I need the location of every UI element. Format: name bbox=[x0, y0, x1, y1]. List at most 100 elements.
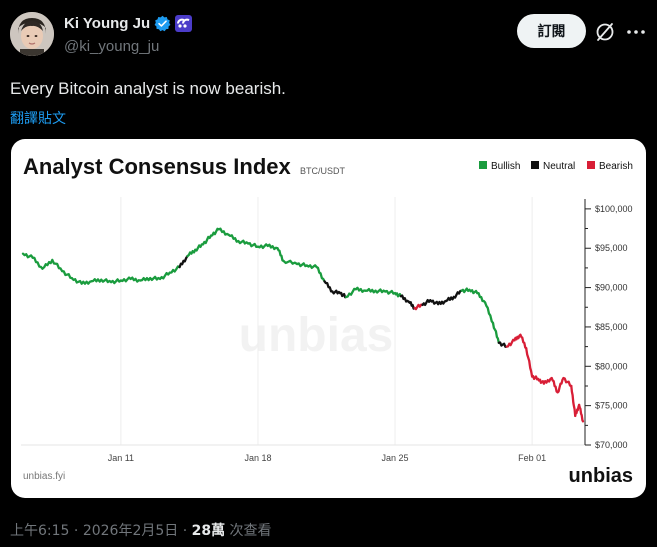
price-line-segment bbox=[505, 338, 516, 348]
y-tick-label: $75,000 bbox=[595, 401, 628, 411]
x-tick-label: Jan 18 bbox=[244, 453, 271, 463]
price-line-segment bbox=[323, 280, 334, 293]
x-tick-label: Jan 11 bbox=[108, 453, 134, 463]
price-line-segment bbox=[452, 289, 463, 299]
affiliate-badge-icon[interactable] bbox=[175, 15, 193, 32]
legend-swatch-bearish bbox=[587, 161, 595, 169]
grok-icon[interactable] bbox=[594, 21, 616, 43]
price-line-segment bbox=[497, 341, 508, 348]
price-line-segment bbox=[247, 242, 260, 249]
x-tick-label: Jan 25 bbox=[382, 453, 409, 463]
price-line-segment bbox=[100, 278, 113, 284]
price-line-segment bbox=[525, 347, 534, 378]
price-line-segment bbox=[399, 294, 410, 303]
price-line-segment bbox=[266, 243, 279, 251]
y-tick-label: $100,000 bbox=[595, 204, 633, 214]
price-line-segment bbox=[562, 376, 573, 388]
price-line-segment bbox=[201, 234, 213, 246]
y-tick-label: $90,000 bbox=[595, 283, 628, 293]
legend-neutral: Neutral bbox=[543, 161, 575, 172]
price-line-segment bbox=[109, 278, 123, 285]
price-line-segment bbox=[139, 276, 152, 282]
price-line-segment bbox=[407, 300, 416, 310]
price-line-segment bbox=[80, 280, 93, 285]
price-line-segment bbox=[295, 262, 309, 268]
translate-post-link[interactable]: 翻譯貼文 bbox=[10, 111, 66, 127]
chart-image[interactable]: Analyst Consensus Index BTC/USDT Bullish… bbox=[11, 139, 646, 498]
price-line-segment bbox=[315, 265, 326, 283]
price-line-segment bbox=[344, 287, 358, 299]
price-line-segment bbox=[556, 376, 565, 394]
price-line-segment bbox=[217, 227, 230, 236]
verified-badge-icon bbox=[154, 15, 171, 32]
legend-swatch-neutral bbox=[531, 161, 539, 169]
price-line-segment bbox=[194, 243, 205, 252]
tweet-time[interactable]: 上午6:15 bbox=[10, 523, 70, 539]
y-tick-label: $80,000 bbox=[595, 361, 628, 371]
price-line-segment bbox=[168, 265, 181, 274]
brand-logo: unbias bbox=[569, 465, 633, 487]
price-line-segment bbox=[305, 264, 318, 270]
price-line-segment bbox=[393, 291, 403, 298]
y-tick-label: $95,000 bbox=[595, 243, 628, 253]
y-tick-label: $70,000 bbox=[595, 440, 628, 450]
legend-bullish: Bullish bbox=[491, 161, 520, 172]
price-line-segment bbox=[41, 258, 54, 270]
price-line-segment bbox=[460, 287, 471, 294]
price-line-segment bbox=[476, 291, 487, 304]
price-line-segment bbox=[491, 321, 500, 344]
price-line-segment bbox=[276, 247, 285, 262]
price-line-segment bbox=[550, 376, 559, 394]
price-line-segment bbox=[519, 333, 528, 350]
price-line-segment bbox=[158, 271, 171, 281]
price-line-segment bbox=[354, 286, 367, 293]
price-line-segment bbox=[331, 289, 342, 295]
chart-title: Analyst Consensus Index bbox=[23, 154, 292, 179]
price-line-segment bbox=[21, 252, 34, 259]
price-line-segment bbox=[129, 276, 142, 283]
price-line-segment bbox=[70, 276, 83, 285]
author-name-text[interactable]: Ki Young Ju bbox=[64, 15, 151, 32]
chart-canvas: Analyst Consensus Index BTC/USDT Bullish… bbox=[21, 154, 633, 487]
price-line-segment bbox=[577, 403, 585, 423]
subscribe-button[interactable]: 訂閱 bbox=[517, 14, 586, 48]
legend-bearish: Bearish bbox=[599, 161, 633, 172]
price-line-segment bbox=[90, 278, 103, 283]
tweet-date[interactable]: 2026年2月5日 bbox=[82, 523, 179, 539]
price-line-segment bbox=[513, 333, 522, 342]
price-line-segment bbox=[227, 233, 240, 243]
price-line-segment bbox=[256, 243, 269, 250]
price-line-segment bbox=[364, 287, 377, 294]
price-line-segment bbox=[483, 301, 495, 325]
tweet-text: Every Bitcoin analyst is now bearish. bbox=[10, 79, 286, 98]
price-line-segment bbox=[542, 376, 553, 385]
legend-swatch-bullish bbox=[479, 161, 487, 169]
price-line-segment bbox=[570, 384, 577, 418]
price-line-segment bbox=[60, 269, 74, 280]
price-line-segment bbox=[31, 256, 44, 270]
author-name[interactable]: Ki Young Ju bbox=[64, 15, 193, 32]
price-line-segment bbox=[436, 299, 448, 306]
price-line-segment bbox=[237, 239, 250, 245]
price-line-segment bbox=[374, 288, 387, 294]
price-line-segment bbox=[178, 254, 189, 269]
author-handle[interactable]: @ki_young_ju bbox=[64, 38, 160, 55]
more-options-icon[interactable] bbox=[625, 22, 647, 42]
meta-separator: · bbox=[69, 523, 83, 539]
price-line-segment bbox=[186, 248, 197, 258]
chart-subtitle: BTC/USDT bbox=[300, 166, 346, 176]
tweet-meta: 上午6:15 · 2026年2月5日 · 28萬 次查看 bbox=[10, 520, 272, 540]
avatar[interactable] bbox=[10, 12, 54, 56]
view-label: 次查看 bbox=[225, 523, 272, 539]
watermark: unbias bbox=[239, 309, 394, 362]
view-count: 28萬 bbox=[191, 523, 226, 539]
price-line-segment bbox=[429, 299, 440, 306]
x-tick-label: Feb 01 bbox=[518, 453, 546, 463]
price-line-segment bbox=[413, 303, 424, 311]
price-line-segment bbox=[384, 289, 397, 295]
price-line-segment bbox=[51, 258, 64, 273]
price-line-segment bbox=[282, 259, 299, 266]
y-tick-label: $85,000 bbox=[595, 322, 628, 332]
price-line-segment bbox=[444, 295, 455, 303]
price-line-segment bbox=[468, 288, 479, 295]
